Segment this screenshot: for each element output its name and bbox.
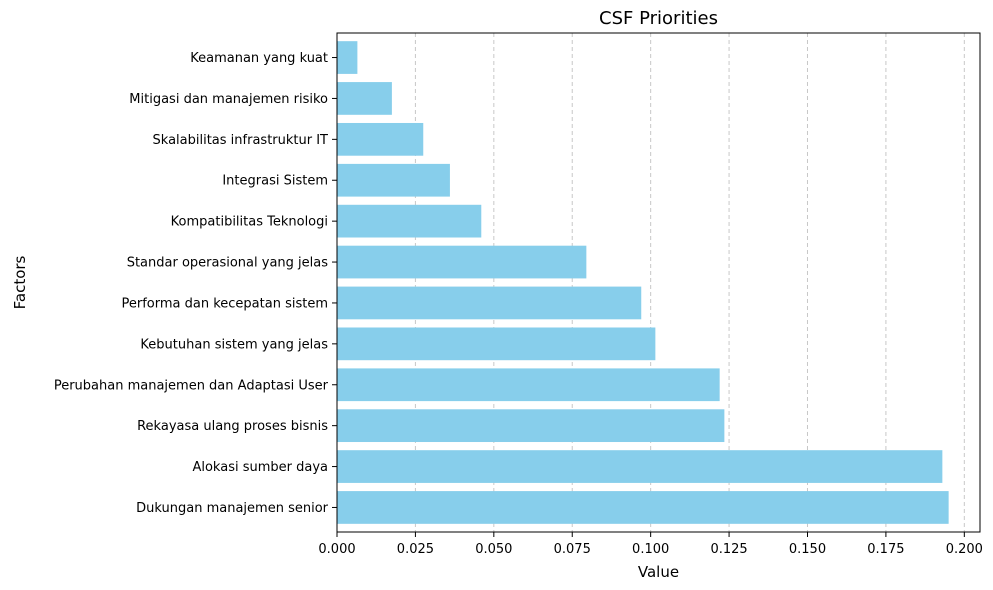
x-axis-label: Value [638, 563, 679, 581]
y-tick-label: Kebutuhan sistem yang jelas [140, 337, 328, 352]
y-tick-label: Integrasi Sistem [222, 174, 328, 189]
x-tick-label: 0.125 [710, 542, 747, 557]
plot-frame [336, 32, 981, 533]
y-tick-label: Mitigasi dan manajemen risiko [129, 92, 328, 107]
x-tick-label: 0.050 [475, 542, 512, 557]
bar [337, 286, 642, 320]
y-tick-label: Kompatibilitas Teknologi [171, 215, 328, 230]
bar [337, 368, 720, 402]
x-tick-label: 0.175 [867, 542, 904, 557]
y-tick-label: Performa dan kecepatan sistem [122, 296, 329, 311]
y-tick-label: Perubahan manajemen dan Adaptasi User [54, 378, 329, 393]
bars [337, 41, 949, 524]
bar [337, 41, 358, 74]
bar [337, 491, 949, 524]
x-tick-label: 0.150 [789, 542, 826, 557]
x-ticks: 0.000 0.025 0.050 0.075 0.100 0.125 0.150 0.175… [318, 532, 983, 557]
y-axis-label: Factors [11, 255, 29, 309]
x-tick-label: 0.000 [318, 542, 355, 557]
y-tick-label: Alokasi sumber daya [192, 460, 328, 475]
x-tick-label: 0.200 [946, 542, 983, 557]
x-tick-label: 0.075 [554, 542, 591, 557]
y-ticks: Dukungan manajemen senior Alokasi sumber … [54, 51, 337, 516]
y-tick-label: Skalabilitas infrastruktur IT [153, 133, 329, 148]
x-tick-label: 0.025 [397, 542, 434, 557]
bar [337, 204, 482, 238]
y-tick-label: Rekayasa ulang proses bisnis [137, 419, 328, 434]
y-tick-label: Keamanan yang kuat [190, 51, 328, 66]
y-tick-label: Dukungan manajemen senior [136, 501, 329, 516]
x-tick-label: 0.100 [632, 542, 669, 557]
bar [337, 409, 725, 443]
bar [337, 82, 392, 115]
chart-title: CSF Priorities [599, 8, 718, 29]
bar [337, 122, 424, 156]
bar [337, 450, 943, 483]
y-tick-label: Standar operasional yang jelas [127, 256, 329, 271]
bar [337, 245, 587, 279]
bar [337, 163, 450, 197]
bar [337, 327, 656, 361]
